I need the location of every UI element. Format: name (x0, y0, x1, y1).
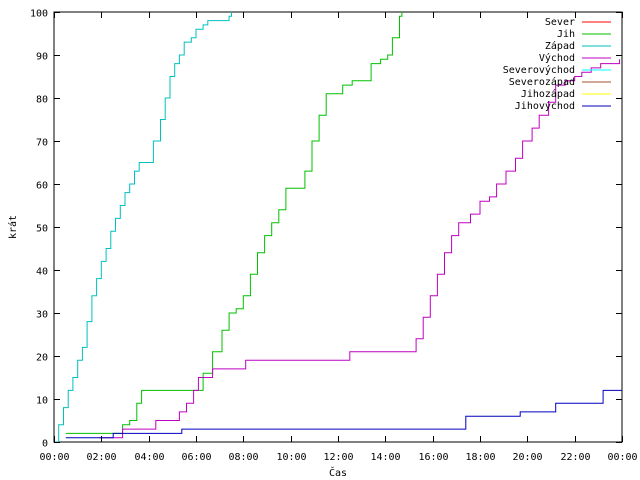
x-tick-label: 22:00 (560, 452, 590, 463)
x-axis-label: Čas (329, 466, 347, 479)
x-tick-label: 14:00 (370, 452, 400, 463)
legend-label: Východ (539, 52, 575, 64)
series-layer (54, 12, 622, 443)
y-tick-label: 0 (42, 439, 48, 450)
x-tick-label: 04:00 (134, 452, 164, 463)
x-tick-label: 00:00 (39, 452, 69, 463)
legend-label: Severovýchod (503, 64, 575, 76)
y-tick-label: 30 (36, 310, 48, 321)
y-tick-label: 80 (36, 95, 48, 106)
y-axis: 0 10 20 30 40 50 60 70 80 90 100 (30, 9, 622, 450)
y-tick-label: 50 (36, 224, 48, 235)
x-tick-label: 08:00 (228, 452, 258, 463)
x-tick-label: 02:00 (86, 452, 116, 463)
legend-label: Jihozápad (521, 88, 575, 100)
y-tick-label: 60 (36, 181, 48, 192)
legend-label: Jihovýchod (515, 100, 575, 112)
x-tick-label: 00:00 (607, 452, 637, 463)
y-tick-label: 40 (36, 267, 48, 278)
series-line-2 (54, 12, 232, 443)
x-tick-label: 16:00 (418, 452, 448, 463)
legend-label: Západ (545, 40, 575, 52)
x-tick-label: 12:00 (323, 452, 353, 463)
y-tick-label: 20 (36, 353, 48, 364)
series-line-7 (65, 389, 622, 439)
y-tick-label: 10 (36, 396, 48, 407)
legend-label: Jih (557, 29, 575, 40)
y-tick-label: 90 (36, 52, 48, 63)
y-axis-label: krát (7, 215, 19, 239)
y-tick-label: 70 (36, 138, 48, 149)
series-line-3 (99, 59, 621, 439)
legend: SeverJihZápadVýchodSeverovýchodSeverozáp… (503, 17, 611, 112)
y-tick-label: 100 (30, 9, 48, 20)
legend-label: Sever (545, 17, 575, 28)
legend-label: Severozápad (509, 76, 575, 88)
x-tick-label: 06:00 (181, 452, 211, 463)
x-tick-label: 18:00 (465, 452, 495, 463)
x-tick-label: 10:00 (276, 452, 306, 463)
x-axis: 00:00 02:00 04:00 06:00 08:00 10:00 12:00 14:00… (39, 12, 638, 463)
x-tick-label: 20:00 (512, 452, 542, 463)
series-line-1 (65, 12, 403, 434)
